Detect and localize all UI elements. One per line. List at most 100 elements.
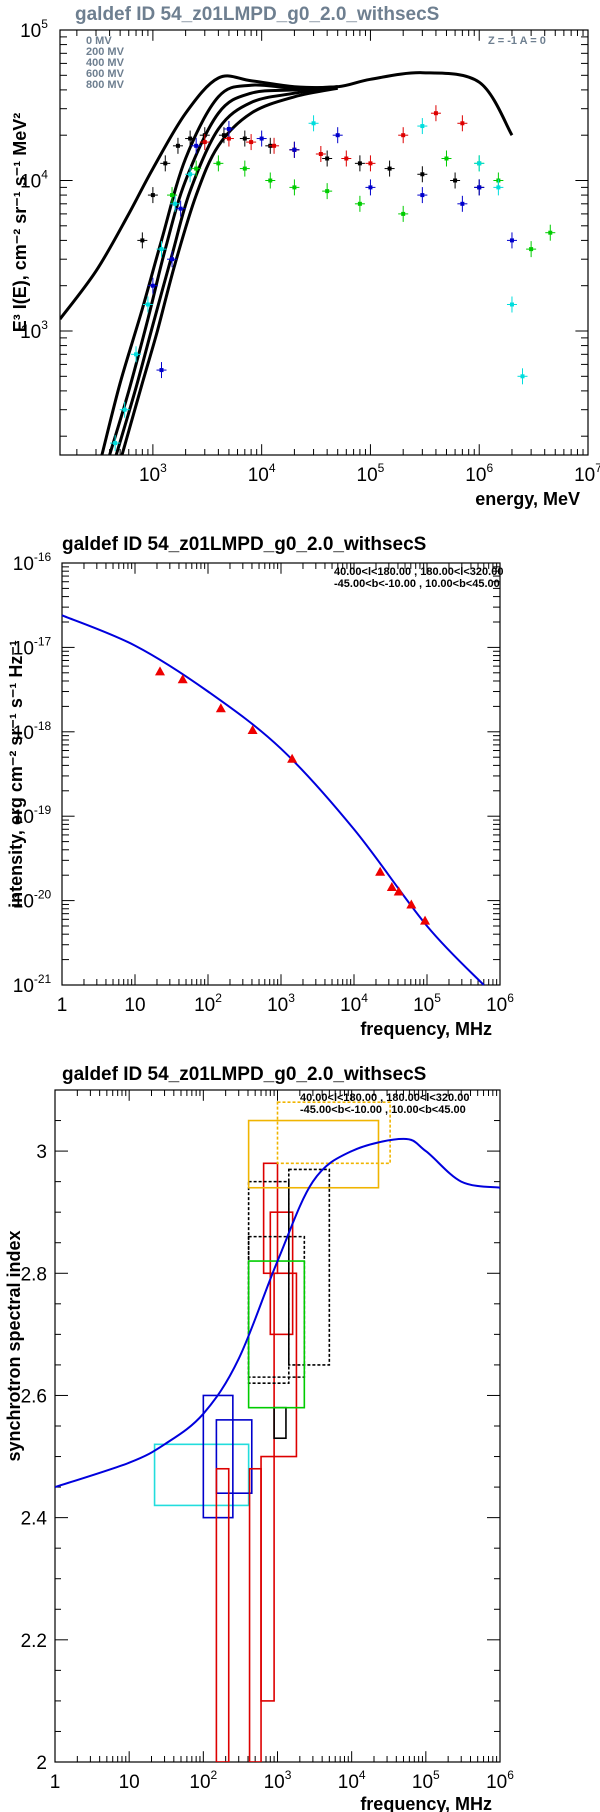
data-point [433, 111, 438, 116]
x-tick-label: 1 [57, 995, 68, 1016]
x-tick-label: 104 [340, 991, 368, 1016]
data-point [221, 133, 226, 138]
data-point [368, 161, 373, 166]
data-point [444, 156, 449, 161]
x-tick-label: 104 [338, 1768, 366, 1793]
x-tick-label: 10 [119, 1772, 140, 1793]
model-curve [55, 1137, 500, 1489]
data-point [259, 136, 264, 141]
data-point [460, 121, 465, 126]
legend-entry: 200 MV [86, 46, 125, 58]
data-point [170, 193, 175, 198]
data-point [249, 140, 254, 145]
y-tick-label: 2.2 [21, 1631, 47, 1652]
data-point [520, 374, 525, 379]
measurement-box [248, 1467, 262, 1762]
data-point [188, 136, 193, 141]
data-point [311, 121, 316, 126]
data-point [145, 302, 150, 307]
gamma-plot-area [60, 71, 556, 455]
data-point [226, 126, 231, 131]
model-curve [61, 614, 485, 986]
data-point [170, 257, 175, 262]
data-triangle [177, 674, 188, 684]
data-point [202, 140, 207, 145]
x-tick-label: 107 [574, 461, 600, 486]
legend-entry: 800 MV [86, 79, 125, 91]
measurement-box [215, 1467, 230, 1762]
data-point [163, 161, 168, 166]
data-point [509, 302, 514, 307]
data-point [159, 368, 164, 373]
measurement-box [287, 1168, 331, 1366]
x-tick-label: 104 [248, 461, 276, 486]
data-point [401, 211, 406, 216]
data-point [188, 172, 193, 177]
region-latitude: -45.00<b<-10.00 , 10.00<b<45.00 [334, 578, 500, 590]
data-point [272, 143, 277, 148]
data-point [175, 143, 180, 148]
y-tick-label: 105 [20, 17, 48, 42]
data-point [134, 352, 139, 357]
x-tick-label: 103 [267, 991, 295, 1016]
data-point [325, 189, 330, 194]
data-point [420, 124, 425, 129]
data-point [150, 283, 155, 288]
measurement-box [153, 1443, 250, 1507]
measurement-box [273, 1272, 298, 1458]
data-triangle [406, 899, 417, 909]
data-point [477, 161, 482, 166]
data-point [420, 193, 425, 198]
x-tick-label: 10 [124, 995, 145, 1016]
y-tick-label: 2.4 [21, 1509, 48, 1530]
x-tick-label: 106 [486, 1768, 514, 1793]
data-triangle [215, 703, 226, 713]
synchrotron-intensity-panel: galdef ID 54_z01LMPD_g0_2.0_withsecS40.0… [6, 534, 514, 1039]
data-point [242, 166, 247, 171]
x-tick-label: 105 [412, 1768, 440, 1793]
y-tick-label: 10-21 [13, 972, 52, 997]
gamma-ray-panel: galdef ID 54_z01LMPD_g0_2.0_withsecS 0 MV… [10, 4, 600, 509]
data-point [529, 247, 534, 252]
data-triangle [287, 753, 298, 763]
measurement-box [273, 1406, 287, 1440]
data-point [344, 156, 349, 161]
data-point [194, 166, 199, 171]
data-point [292, 147, 297, 152]
data-triangle [420, 915, 431, 925]
data-point [420, 172, 425, 177]
data-triangle [375, 866, 386, 876]
y-tick-label: 2.6 [21, 1386, 47, 1407]
y-tick-label: 2.8 [21, 1264, 47, 1285]
plot-frame [61, 562, 501, 986]
legend-entry: 0 MV [86, 35, 112, 47]
x-tick-label: 106 [465, 461, 493, 486]
data-triangle [386, 881, 397, 891]
data-point [453, 178, 458, 183]
measurement-box [215, 1419, 253, 1494]
chart-title: galdef ID 54_z01LMPD_g0_2.0_withsecS [62, 534, 426, 555]
region-longitude: 40.00<l<180.00 , 180.00<l<320.00 [300, 1092, 469, 1104]
data-point [268, 178, 273, 183]
data-point [357, 201, 362, 206]
data-triangle [393, 886, 404, 896]
data-point [242, 136, 247, 141]
data-point [122, 407, 127, 412]
data-point [509, 238, 514, 243]
chart-title: galdef ID 54_z01LMPD_g0_2.0_withsecS [62, 1064, 426, 1085]
data-point [335, 133, 340, 138]
data-point [113, 441, 118, 446]
data-point [194, 143, 199, 148]
data-point [150, 193, 155, 198]
spectral-index-panel: galdef ID 54_z01LMPD_g0_2.0_withsecS 1 10 1… [4, 1064, 514, 1812]
data-point [292, 185, 297, 190]
model-curve-200-mv [100, 83, 338, 455]
measurement-box [260, 1455, 275, 1702]
y-tick-label: 2 [36, 1753, 47, 1774]
x-axis-label: frequency, MHz [360, 1794, 492, 1812]
data-triangle [247, 725, 258, 735]
data-point [496, 185, 501, 190]
measurement-box [247, 1119, 380, 1189]
data-point [325, 156, 330, 161]
